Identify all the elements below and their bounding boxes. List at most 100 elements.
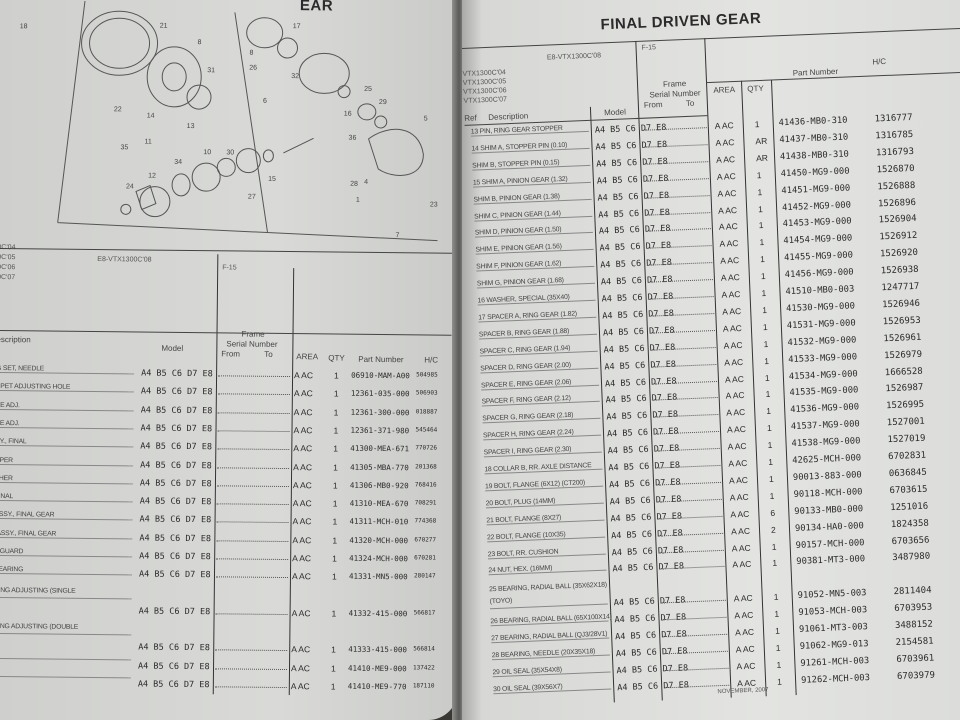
area-code: A AC (290, 681, 310, 692)
header-description: Description (488, 111, 529, 122)
hc-code: 545464 (415, 426, 438, 434)
area-code: A AC (293, 443, 313, 454)
area-code: A AC (730, 525, 751, 537)
quantity: 1 (773, 591, 779, 603)
model-main: E8-VTX1300C'08 (97, 256, 152, 264)
area-code: A AC (291, 571, 311, 582)
quantity: 1 (767, 439, 773, 451)
part-number: 12361-035-000 (350, 388, 410, 399)
part-number: 41453-MG9-000 (782, 216, 852, 230)
part-description: RING ADJUSTING (DOUBLE (0, 621, 132, 636)
table-row: RING ADJUSTING (DOUBLE A4 B5 C6 D7 E8 A AC… (0, 620, 458, 662)
part-description: ASSY., FINAL GEAR (0, 511, 133, 521)
model-codes: A4 B5 C6 D7 E8 (139, 533, 212, 544)
area-code: A AC (723, 339, 743, 351)
hc-code: 566817 (413, 609, 436, 617)
area-code: A AC (714, 120, 734, 131)
frame-code: F-15 (641, 44, 657, 52)
area-code: A AC (721, 288, 741, 300)
diagram-callout: 14 (147, 113, 155, 120)
area-code: A AC (725, 390, 745, 402)
frame-serial (216, 558, 289, 561)
diagram-callout: 17 (293, 23, 301, 30)
hc-code: 1526870 (876, 163, 915, 176)
quantity: 1 (764, 372, 770, 383)
right-page: FINAL DRIVEN GEAR VTX1300C'04 VTX1300C'0… (462, 0, 960, 720)
hc-code: 774368 (414, 517, 437, 525)
header-model: Model (161, 343, 184, 353)
part-description: FINAL (0, 493, 133, 503)
part-number: 91261-MCH-003 (800, 655, 870, 669)
frame-serial (215, 613, 288, 615)
diagram-callout: 34 (174, 159, 182, 166)
model-code: 0C'06 (0, 263, 16, 272)
frame-serial (215, 649, 288, 652)
diagram-callout: 6 (263, 98, 267, 105)
hc-code: 1824358 (890, 518, 930, 530)
part-number: 41535-MG9-000 (789, 385, 859, 399)
hc-code: 670277 (414, 536, 437, 544)
header-hc: H/C (424, 355, 439, 365)
part-number: 41538-MG9-000 (791, 436, 861, 450)
quantity: 1 (768, 473, 774, 484)
quantity: 1 (759, 254, 766, 265)
frame-serial (217, 448, 290, 451)
area-code: A AC (729, 491, 749, 503)
hc-code: 2154581 (895, 636, 934, 648)
frame-serial (217, 393, 290, 396)
hc-code: 506903 (415, 389, 438, 397)
diagram-callout: 32 (291, 73, 299, 80)
diagram-callout: 28 (350, 181, 358, 188)
diagram-callout: 8 (198, 39, 202, 46)
area-code: A AC (292, 534, 312, 545)
quantity: 1 (757, 203, 764, 214)
part-number: 90133-MB0-000 (794, 503, 864, 517)
header-hc: H/C (872, 56, 887, 67)
left-page-content: EAR 18 21 8 31 22 14 13 35 11 12 24 34 10 30 27 15 6 8 26 1… (0, 0, 458, 705)
quantity: 1 (332, 480, 338, 491)
model-codes: A4 B5 C6 D7 E8 (140, 386, 213, 398)
diagram-callout: 26 (249, 65, 257, 72)
part-number: 90134-HA0-000 (794, 520, 865, 534)
area-code: A AC (290, 662, 310, 674)
area-code: A AC (724, 373, 745, 385)
area-code: A AC (293, 388, 313, 399)
hc-code: 504985 (416, 371, 438, 379)
diagram-callout: 11 (144, 139, 151, 146)
header-area: AREA (713, 85, 736, 95)
frame-serial (215, 576, 288, 579)
model-codes: A4 B5 C6 D7 E8 (137, 661, 210, 673)
diagram-callout: 18 (20, 23, 28, 30)
hc-code: 201368 (415, 462, 437, 471)
part-description: VE ADJ. (0, 419, 134, 430)
part-description: T GUARD (0, 547, 133, 558)
part-description (0, 657, 132, 661)
model-code: VTX1300C'07 (463, 96, 508, 105)
part-number: 41333-415-000 (348, 645, 407, 655)
quantity: 1 (332, 553, 337, 564)
diagram-callout: 22 (114, 106, 122, 113)
model-codes: A4 B5 C6 D7 E8 (139, 551, 211, 563)
quantity: 1 (333, 388, 339, 399)
area-code: A AC (724, 356, 744, 368)
model-codes: A4 B5 C6 D7 E8 (140, 405, 213, 416)
diagram-callout: 24 (126, 183, 134, 190)
area-code: A AC (728, 474, 749, 486)
part-description: BEARING (0, 566, 133, 576)
part-number: 41534-MG9-000 (788, 368, 858, 382)
part-number: 41451-MG9-000 (781, 183, 851, 196)
header-area: AREA (296, 352, 319, 362)
area-code: A AC (731, 542, 751, 554)
area-code: A AC (719, 255, 740, 266)
table-row: RING ADJUSTING (SINGLE A4 B5 C6 D7 E8 A AC… (0, 584, 458, 626)
area-code: A AC (715, 136, 735, 148)
header-from: From (643, 99, 663, 110)
header-part-number: Part Number (792, 66, 839, 78)
quantity: 1 (330, 663, 336, 674)
part-number: 41300-MEA-671 (350, 443, 410, 454)
hc-code: 1527001 (886, 416, 925, 429)
model-code: 0C'07 (0, 273, 16, 282)
part-description (0, 676, 131, 679)
quantity: 1 (765, 389, 771, 400)
header-qty: QTY (328, 353, 345, 363)
